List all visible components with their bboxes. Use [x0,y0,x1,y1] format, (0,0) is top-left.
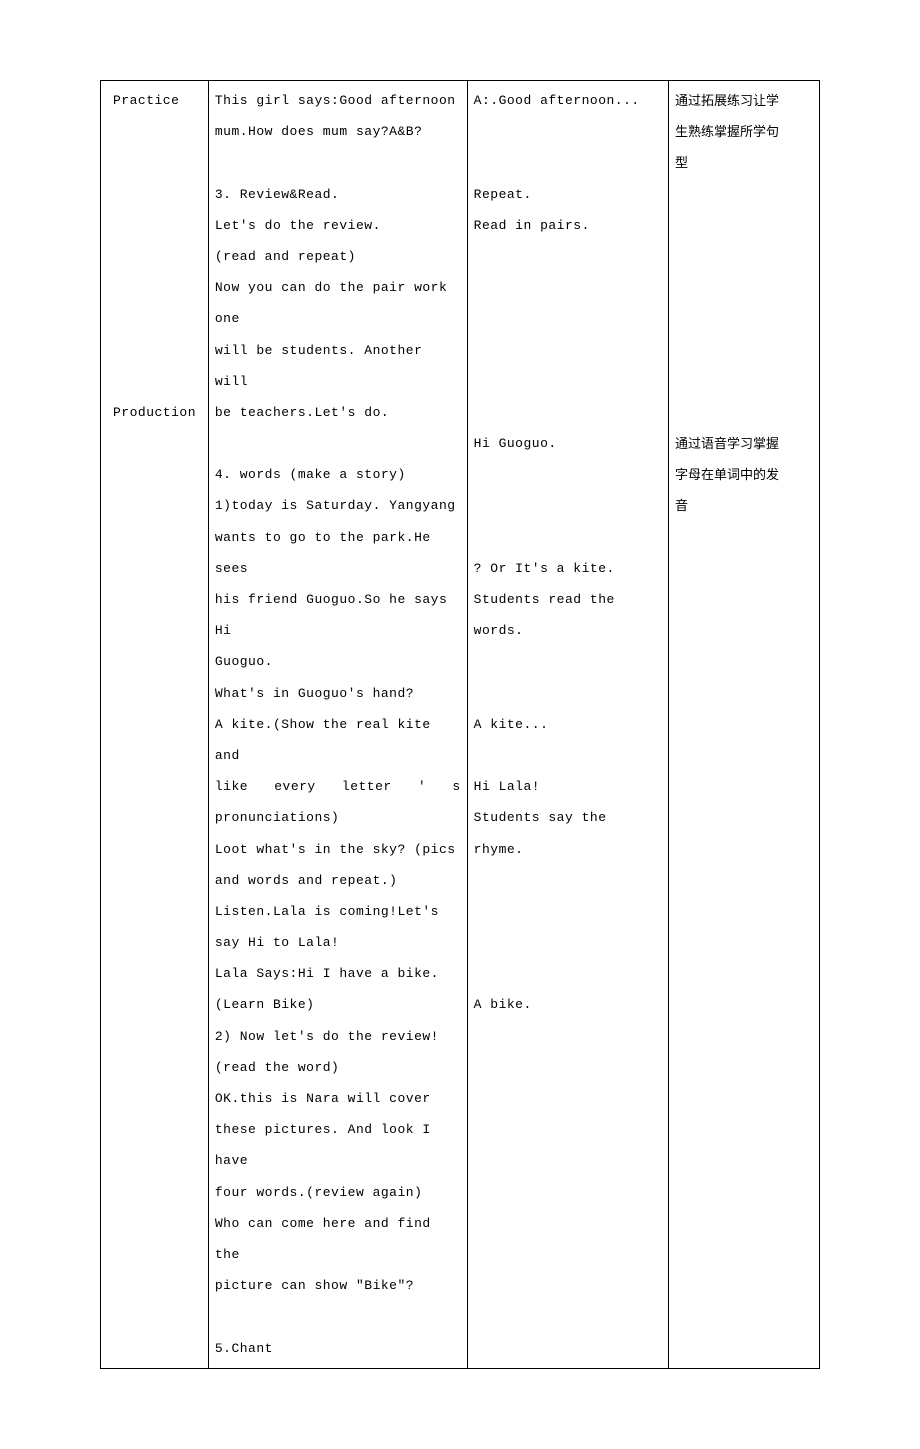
teacher-text: wants to go to the park.He sees [215,522,461,584]
purpose-text: 生熟练掌握所学句 [675,116,813,147]
teacher-text: Loot what's in the sky? (pics [215,834,461,865]
teacher-text: (read and repeat) [215,241,461,272]
teacher-text: 5.Chant [215,1333,461,1364]
purpose-text: 通过拓展练习让学 [675,85,813,116]
teacher-text: A kite.(Show the real kite and [215,709,461,771]
teacher-text: Listen.Lala is coming!Let's [215,896,461,927]
teacher-text: picture can show "Bike"? [215,1270,461,1301]
student-text: Students say the rhyme. [474,802,662,864]
teacher-text: This girl says:Good afternoon [215,85,461,116]
purpose-text: 型 [675,147,813,178]
student-text: Repeat. [474,179,662,210]
teacher-text: pronunciations) [215,802,461,833]
student-text: A kite... [474,709,662,740]
teacher-text: 2) Now let's do the review! [215,1021,461,1052]
student-text: Hi Guoguo. [474,428,662,459]
teacher-text: Now you can do the pair work one [215,272,461,334]
teacher-text: will be students. Another will [215,335,461,397]
teacher-text: his friend Guoguo.So he says Hi [215,584,461,646]
teacher-text: these pictures. And look I have [215,1114,461,1176]
teacher-cell: This girl says:Good afternoon mum.How do… [208,81,467,1369]
teacher-text: (read the word) [215,1052,461,1083]
teacher-text: say Hi to Lala! [215,927,461,958]
purpose-text: 字母在单词中的发 [675,459,813,490]
teacher-text: be teachers.Let's do. [215,397,461,428]
teacher-text: mum.How does mum say?A&B? [215,116,461,147]
table-row: Practice Production This girl says:Good … [101,81,820,1369]
student-text: Read in pairs. [474,210,662,241]
teacher-text: like every letter ' s [215,771,461,802]
teacher-text: Guoguo. [215,646,461,677]
teacher-text: 4. words (make a story) [215,459,461,490]
student-text: A:.Good afternoon... [474,85,662,116]
purpose-text: 音 [675,490,813,521]
teacher-text: (Learn Bike) [215,989,461,1020]
teacher-text: Lala Says:Hi I have a bike. [215,958,461,989]
stage-cell: Practice Production [101,81,209,1369]
student-text: Hi Lala! [474,771,662,802]
student-text: ? Or It's a kite. [474,553,662,584]
teacher-text: four words.(review again) [215,1177,461,1208]
teacher-text: OK.this is Nara will cover [215,1083,461,1114]
teacher-text: Let's do the review. [215,210,461,241]
teacher-text: 1)today is Saturday. Yangyang [215,490,461,521]
purpose-cell: 通过拓展练习让学 生熟练掌握所学句 型 通过语音学习掌握 字母在单词中的发 音 [668,81,819,1369]
teacher-text: Who can come here and find the [215,1208,461,1270]
teacher-text: and words and repeat.) [215,865,461,896]
student-text: A bike. [474,989,662,1020]
teacher-text: What's in Guoguo's hand? [215,678,461,709]
purpose-text: 通过语音学习掌握 [675,428,813,459]
lesson-plan-table: Practice Production This girl says:Good … [100,80,820,1369]
stage-production: Production [113,397,202,428]
student-cell: A:.Good afternoon... Repeat. Read in pai… [467,81,668,1369]
stage-practice: Practice [113,85,202,116]
teacher-text: 3. Review&Read. [215,179,461,210]
student-text: Students read the words. [474,584,662,646]
